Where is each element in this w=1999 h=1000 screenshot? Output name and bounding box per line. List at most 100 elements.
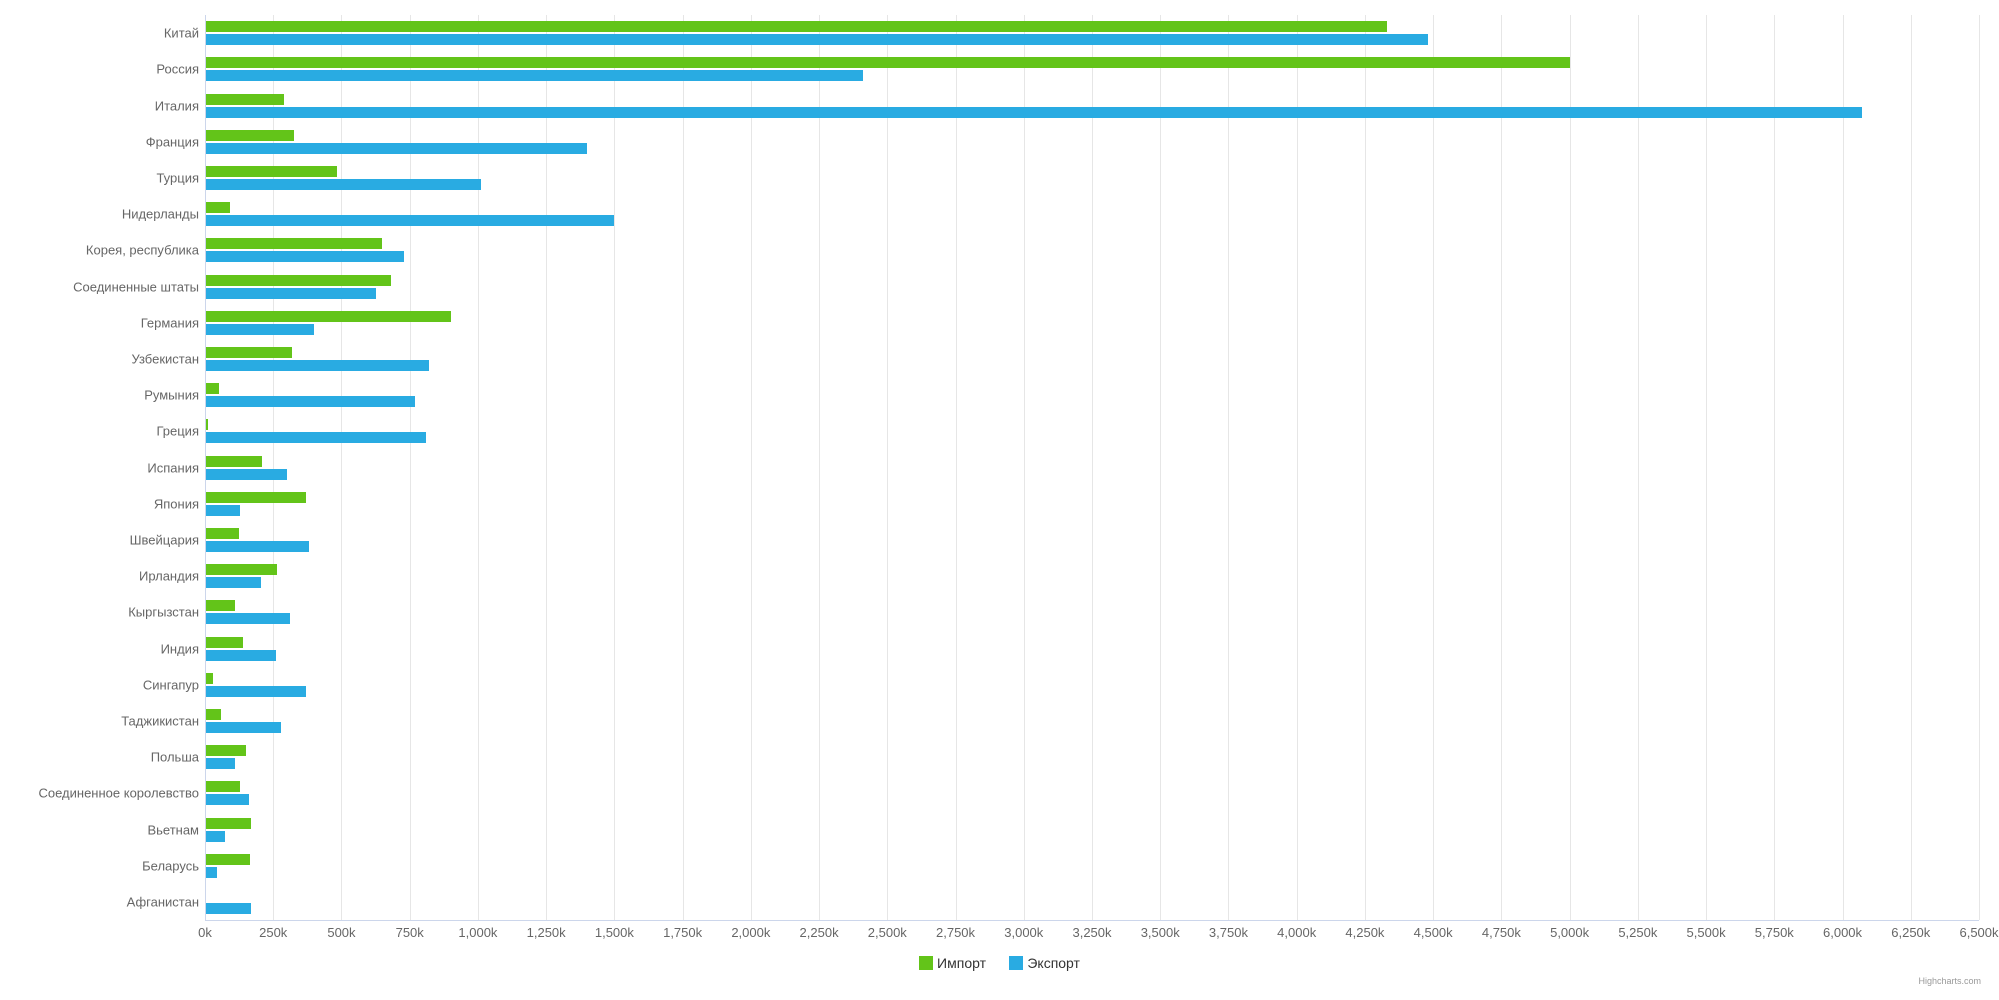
gridline	[956, 15, 957, 920]
x-tick-label: 3,500k	[1141, 925, 1180, 940]
bar-import[interactable]	[205, 854, 250, 865]
y-axis-label: Япония	[14, 497, 199, 510]
bar-import[interactable]	[205, 383, 219, 394]
x-tick-label: 250k	[259, 925, 287, 940]
bar-import[interactable]	[205, 709, 221, 720]
bar-import[interactable]	[205, 781, 240, 792]
x-tick-label: 5,000k	[1550, 925, 1589, 940]
bar-import[interactable]	[205, 166, 337, 177]
y-axis-label: Румыния	[14, 389, 199, 402]
y-axis-label: Турция	[14, 171, 199, 184]
bar-export[interactable]	[205, 215, 614, 226]
bar-import[interactable]	[205, 600, 235, 611]
bar-import[interactable]	[205, 673, 213, 684]
bar-import[interactable]	[205, 528, 239, 539]
bar-export[interactable]	[205, 179, 481, 190]
bar-export[interactable]	[205, 143, 587, 154]
bar-import[interactable]	[205, 202, 230, 213]
y-axis-label: Афганистан	[14, 895, 199, 908]
x-tick-label: 6,500k	[1959, 925, 1998, 940]
bar-export[interactable]	[205, 70, 863, 81]
bar-export[interactable]	[205, 288, 376, 299]
bar-export[interactable]	[205, 867, 217, 878]
y-axis-label: Соединенное королевство	[14, 787, 199, 800]
bar-import[interactable]	[205, 311, 451, 322]
gridline	[887, 15, 888, 920]
gridline	[751, 15, 752, 920]
bar-export[interactable]	[205, 650, 276, 661]
gridline	[1774, 15, 1775, 920]
bar-export[interactable]	[205, 360, 429, 371]
legend-swatch-export	[1009, 956, 1023, 970]
x-tick-label: 5,500k	[1687, 925, 1726, 940]
y-axis-label: Италия	[14, 99, 199, 112]
legend-swatch-import	[919, 956, 933, 970]
x-tick-label: 6,000k	[1823, 925, 1862, 940]
bar-export[interactable]	[205, 396, 415, 407]
bar-import[interactable]	[205, 347, 292, 358]
x-tick-label: 5,250k	[1618, 925, 1657, 940]
bar-export[interactable]	[205, 831, 225, 842]
bar-export[interactable]	[205, 541, 309, 552]
bar-import[interactable]	[205, 57, 1570, 68]
x-tick-label: 1,250k	[527, 925, 566, 940]
y-axis-label: Соединенные штаты	[14, 280, 199, 293]
bar-export[interactable]	[205, 722, 281, 733]
bar-export[interactable]	[205, 34, 1428, 45]
y-axis-label: Германия	[14, 316, 199, 329]
bar-import[interactable]	[205, 130, 294, 141]
x-tick-label: 2,250k	[800, 925, 839, 940]
x-tick-label: 4,750k	[1482, 925, 1521, 940]
bar-import[interactable]	[205, 637, 243, 648]
gridline	[1570, 15, 1571, 920]
x-tick-label: 4,500k	[1414, 925, 1453, 940]
bar-export[interactable]	[205, 794, 249, 805]
x-tick-label: 2,000k	[731, 925, 770, 940]
bar-import[interactable]	[205, 275, 391, 286]
gridline	[819, 15, 820, 920]
x-tick-label: 0k	[198, 925, 212, 940]
y-axis-label: Вьетнам	[14, 823, 199, 836]
x-tick-label: 500k	[327, 925, 355, 940]
bar-export[interactable]	[205, 613, 290, 624]
bar-import[interactable]	[205, 745, 246, 756]
bar-import[interactable]	[205, 21, 1387, 32]
bar-export[interactable]	[205, 469, 287, 480]
y-axis-label: Беларусь	[14, 859, 199, 872]
gridline	[1706, 15, 1707, 920]
bar-import[interactable]	[205, 238, 382, 249]
legend-item-import[interactable]: Импорт	[919, 955, 986, 971]
bar-import[interactable]	[205, 492, 306, 503]
gridline	[1911, 15, 1912, 920]
x-tick-label: 5,750k	[1755, 925, 1794, 940]
bar-export[interactable]	[205, 324, 314, 335]
y-axis-label: Кыргызстан	[14, 606, 199, 619]
y-axis-label: Польша	[14, 751, 199, 764]
gridline	[1979, 15, 1980, 920]
y-axis-label: Таджикистан	[14, 714, 199, 727]
credits-link[interactable]: Highcharts.com	[1918, 976, 1981, 986]
y-axis-label: Индия	[14, 642, 199, 655]
bar-import[interactable]	[205, 94, 284, 105]
gridline	[1433, 15, 1434, 920]
gridline	[1843, 15, 1844, 920]
bar-export[interactable]	[205, 505, 240, 516]
bar-import[interactable]	[205, 564, 277, 575]
y-axis-label: Китай	[14, 27, 199, 40]
bar-export[interactable]	[205, 758, 235, 769]
bar-export[interactable]	[205, 107, 1862, 118]
x-tick-label: 2,500k	[868, 925, 907, 940]
legend-label-import: Импорт	[937, 955, 986, 971]
bar-export[interactable]	[205, 251, 404, 262]
x-axis-line	[205, 920, 1979, 921]
bar-import[interactable]	[205, 456, 262, 467]
bar-export[interactable]	[205, 686, 306, 697]
bar-import[interactable]	[205, 818, 251, 829]
y-axis-label: Франция	[14, 135, 199, 148]
bar-export[interactable]	[205, 432, 426, 443]
gridline	[1092, 15, 1093, 920]
bar-export[interactable]	[205, 903, 251, 914]
bar-export[interactable]	[205, 577, 261, 588]
y-axis-label: Ирландия	[14, 570, 199, 583]
legend-item-export[interactable]: Экспорт	[1009, 955, 1080, 971]
